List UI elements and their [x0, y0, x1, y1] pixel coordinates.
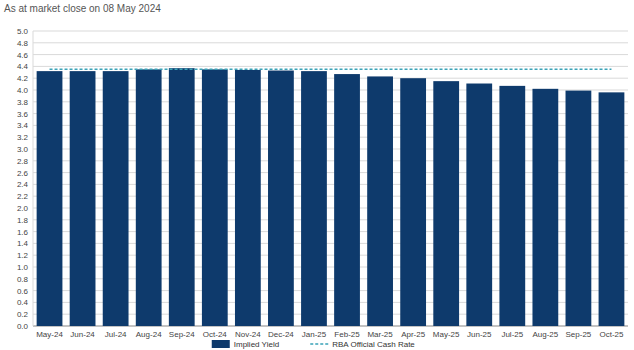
y-tick-label: 3.2	[17, 133, 29, 142]
x-tick-label: Nov-24	[235, 330, 261, 339]
y-tick-label: 2.8	[17, 157, 29, 166]
x-tick-label: Jun-24	[70, 330, 95, 339]
x-tick-label: Oct-25	[599, 330, 624, 339]
y-axis	[33, 31, 34, 326]
bar	[136, 69, 162, 326]
y-tick-label: 1.4	[17, 239, 29, 248]
grid	[33, 31, 628, 326]
x-tick-label: Dec-24	[268, 330, 294, 339]
bar	[202, 69, 228, 326]
legend: Implied Yield RBA Official Cash Rate	[212, 340, 416, 349]
y-tick-label: 2.2	[17, 192, 29, 201]
y-tick-label: 3.8	[17, 98, 29, 107]
x-tick-label: May-24	[36, 330, 63, 339]
y-tick-label: 0.6	[17, 287, 29, 296]
bar	[235, 70, 261, 326]
bar	[433, 81, 459, 326]
y-tick-label: 5.0	[17, 27, 29, 36]
y-tick-label: 4.0	[17, 86, 29, 95]
bar	[566, 91, 592, 326]
bar	[70, 71, 96, 326]
x-tick-label: Jul-24	[105, 330, 127, 339]
y-tick-label: 0.8	[17, 275, 29, 284]
bar	[268, 71, 294, 326]
bar	[599, 92, 625, 326]
grid-line	[33, 42, 628, 43]
y-tick-label: 4.2	[17, 74, 29, 83]
marks	[37, 68, 625, 326]
grid-line	[33, 31, 628, 32]
grid-line	[33, 66, 628, 67]
x-tick-label: Aug-25	[532, 330, 558, 339]
x-tick-label: Apr-25	[401, 330, 426, 339]
bar	[37, 71, 63, 326]
legend-swatch	[212, 340, 230, 348]
bar	[532, 89, 558, 326]
y-tick-label: 2.6	[17, 169, 29, 178]
y-tick-label: 4.6	[17, 51, 29, 60]
x-tick-label: May-25	[433, 330, 460, 339]
y-tick-label: 1.8	[17, 216, 29, 225]
legend-swatch	[310, 343, 328, 345]
y-tick-label: 2.0	[17, 204, 29, 213]
y-tick-label: 3.4	[17, 121, 29, 130]
x-tick-label: Sep-24	[169, 330, 195, 339]
y-tick-label: 0.0	[17, 322, 29, 331]
line	[50, 69, 612, 71]
bar	[169, 68, 195, 326]
x-tick-label: Oct-24	[203, 330, 228, 339]
bar	[103, 71, 129, 326]
legend-label: Implied Yield	[234, 340, 279, 349]
y-tick-label: 1.0	[17, 263, 29, 272]
bar	[400, 78, 426, 326]
chart: As at market close on 08 May 2024 0.0 0.2 0…	[0, 0, 634, 350]
chart-root: As at market close on 08 May 2024 0.0 0.2 0…	[0, 0, 634, 350]
bar	[367, 76, 393, 326]
y-tick-label: 0.2	[17, 310, 29, 319]
x-tick-label: Jun-25	[467, 330, 492, 339]
x-tick-label: Sep-25	[566, 330, 592, 339]
y-tick-label: 3.6	[17, 110, 29, 119]
y-tick-label: 4.4	[17, 62, 29, 71]
bar	[334, 74, 360, 326]
y-tick-label: 1.6	[17, 228, 29, 237]
x-tick-label: Aug-24	[136, 330, 162, 339]
y-tick-label: 0.4	[17, 298, 29, 307]
x-tick-label: Jul-25	[501, 330, 523, 339]
grid-line	[33, 54, 628, 55]
bar	[301, 71, 327, 326]
x-tick-label: Feb-25	[334, 330, 360, 339]
bar	[466, 84, 492, 326]
y-tick-label: 4.8	[17, 39, 29, 48]
y-tick-label: 1.2	[17, 251, 29, 260]
x-tick-label: Jan-25	[302, 330, 327, 339]
y-tick-label: 2.4	[17, 180, 29, 189]
legend-label: RBA Official Cash Rate	[332, 340, 415, 349]
bar	[499, 86, 525, 326]
title: As at market close on 08 May 2024	[4, 3, 161, 14]
y-tick-label: 3.0	[17, 145, 29, 154]
x-tick-label: Mar-25	[367, 330, 393, 339]
